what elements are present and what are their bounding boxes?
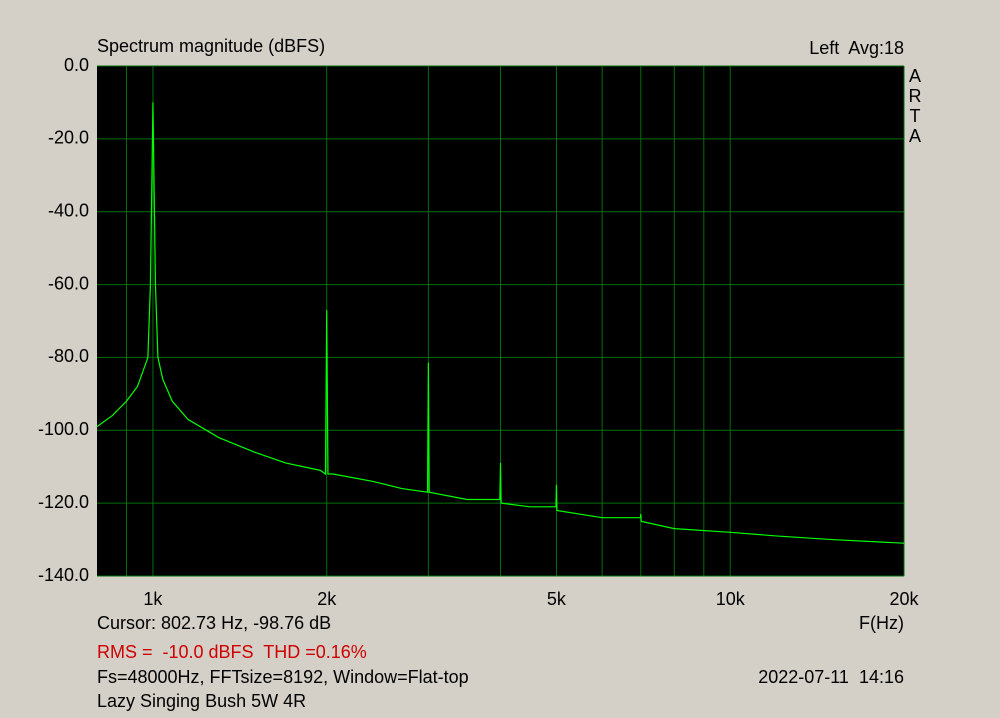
x-tick-label: 20k (889, 589, 919, 609)
y-tick-label: -140.0 (38, 565, 89, 585)
y-tick-label: -80.0 (48, 346, 89, 366)
measurement: RMS = -10.0 dBFS THD =0.16% (97, 642, 367, 662)
y-tick-label: -60.0 (48, 273, 89, 293)
x-tick-label: 2k (317, 589, 337, 609)
x-tick-label: 5k (547, 589, 567, 609)
settings: Fs=48000Hz, FFTsize=8192, Window=Flat-to… (97, 667, 469, 687)
chart-title: Spectrum magnitude (dBFS) (97, 36, 325, 56)
channel-info: Left Avg:18 (809, 38, 904, 58)
x-tick-label: 10k (716, 589, 746, 609)
x-axis-label: F(Hz) (859, 613, 904, 633)
y-tick-label: -40.0 (48, 200, 89, 220)
x-tick-label: 1k (143, 589, 163, 609)
spectrum-line (96, 102, 905, 544)
brand: ARTA (905, 66, 925, 146)
timestamp: 2022-07-11 14:16 (758, 667, 904, 687)
y-tick-label: -20.0 (48, 128, 89, 148)
y-tick-label: 0.0 (64, 55, 89, 75)
device: Lazy Singing Bush 5W 4R (97, 691, 306, 711)
y-tick-label: -120.0 (38, 492, 89, 512)
cursor-readout: Cursor: 802.73 Hz, -98.76 dB (97, 613, 331, 633)
y-tick-label: -100.0 (38, 419, 89, 439)
